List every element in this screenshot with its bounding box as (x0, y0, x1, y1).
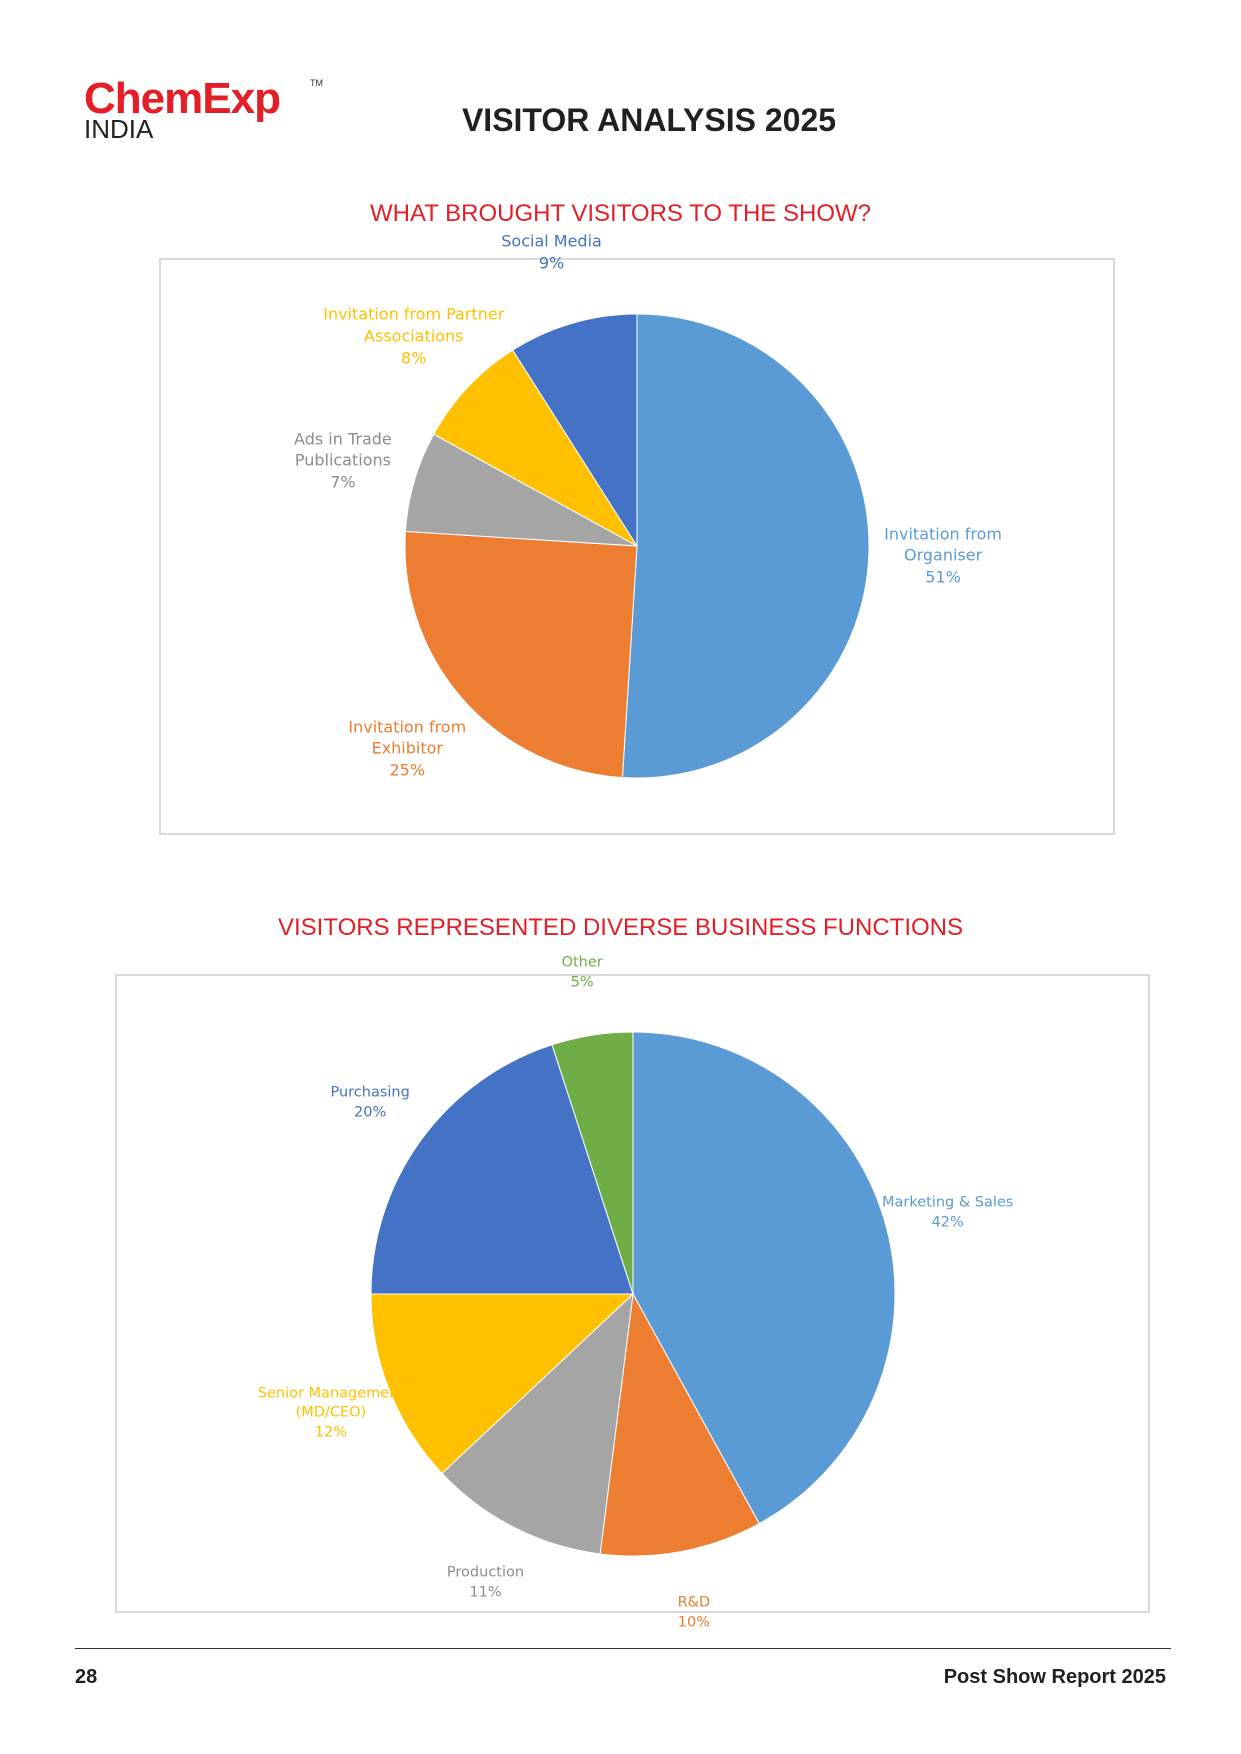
logo: ChemExp TM INDIA (84, 74, 323, 145)
chart-title: VISITORS REPRESENTED DIVERSE BUSINESS FU… (277, 914, 964, 941)
data-label: Marketing & Sales 42% (868, 1194, 1028, 1233)
label-value: 9% (538, 252, 565, 272)
pie-slice (404, 530, 638, 779)
label-value: 10% (677, 1614, 710, 1631)
label-category: Other (561, 954, 603, 971)
chart-title: WHAT BROUGHT VISITORS TO THE SHOW? (370, 200, 871, 227)
label-category: Ads in Trade Publications (294, 429, 392, 470)
footer-report: Post Show Report 2025 (943, 1666, 1166, 1688)
data-label: Ads in Trade Publications 7% (288, 428, 398, 493)
label-value: 5% (570, 974, 594, 991)
pie-slice (370, 1044, 634, 1295)
data-label: Social Media 9% (487, 230, 617, 273)
label-category: Purchasing (330, 1084, 410, 1101)
data-label: Other 5% (542, 954, 622, 993)
label-category: Invitation from Organiser (884, 524, 1002, 565)
pie-slice (511, 313, 638, 548)
pie-slice (621, 313, 870, 779)
data-label: R&D 10% (654, 1594, 734, 1633)
label-value: 11% (469, 1584, 502, 1601)
pie-slice (551, 1031, 634, 1295)
data-label: Invitation from Partner Associations 8% (319, 304, 509, 369)
label-category: Senior Management (MD/CEO) (257, 1385, 405, 1421)
page-title: VISITOR ANALYSIS 2025 (461, 102, 837, 138)
pie-slice (370, 1293, 635, 1475)
label-category: Social Media (501, 231, 602, 251)
pie-slice (441, 1292, 634, 1555)
data-label: Purchasing 20% (315, 1083, 425, 1122)
footer-rule (75, 1648, 1171, 1649)
data-label: Invitation from Exhibitor 25% (337, 716, 477, 781)
label-category: R&D (677, 1594, 711, 1611)
logo-subtitle: INDIA (84, 114, 154, 144)
label-category: Invitation from Exhibitor (348, 717, 467, 758)
label-category: Invitation from Partner Associations (323, 304, 505, 346)
pie-slice (599, 1292, 760, 1557)
data-label: Senior Management (MD/CEO) 12% (256, 1384, 406, 1443)
label-value: 8% (401, 348, 427, 368)
label-category: Marketing & Sales (881, 1194, 1014, 1211)
chart-frame (115, 974, 1150, 1613)
data-label: Production 11% (441, 1564, 531, 1603)
pie-slice (433, 349, 638, 547)
data-label: Invitation from Organiser 51% (873, 523, 1013, 588)
page-number: 28 (75, 1666, 98, 1688)
label-value: 12% (314, 1424, 348, 1441)
pie-slice (404, 433, 638, 547)
label-value: 25% (389, 760, 426, 780)
logo-text: ChemExp (84, 74, 281, 123)
label-category: Production (446, 1564, 525, 1581)
label-value: 7% (330, 472, 356, 492)
pie-slice (632, 1031, 896, 1525)
label-value: 42% (931, 1214, 964, 1231)
logo-trademark: TM (310, 78, 323, 88)
label-value: 51% (925, 567, 961, 587)
label-value: 20% (354, 1104, 387, 1121)
chart-frame (159, 258, 1115, 835)
